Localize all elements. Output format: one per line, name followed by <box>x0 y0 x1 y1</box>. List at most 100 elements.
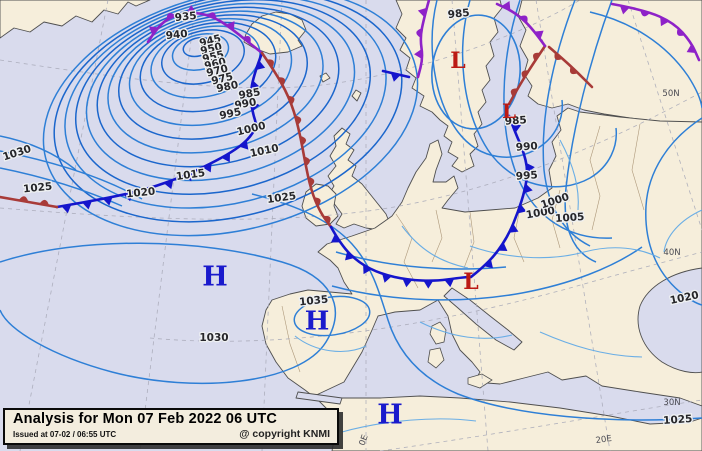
isobar-line <box>0 242 336 384</box>
isobar-line <box>335 251 507 270</box>
country-border <box>589 125 601 231</box>
occluded-front-pip <box>207 12 217 20</box>
occluded-front-pip <box>416 28 422 39</box>
cold-front-pip <box>255 60 266 70</box>
warm-front-pip <box>18 196 29 203</box>
warm-front-pip <box>266 59 274 68</box>
cold-front-pip <box>526 162 535 173</box>
occluded-front-pip <box>676 27 685 36</box>
isobar-line <box>542 0 591 247</box>
sea-gibraltar-strait <box>295 391 343 405</box>
cold-front-pip <box>382 273 392 283</box>
occluded-front-pip <box>242 35 251 44</box>
graticule-line <box>0 91 702 220</box>
land-greenland <box>0 0 151 39</box>
cold-front-pip <box>251 101 260 112</box>
isobar-label: 1030 <box>199 332 228 344</box>
pressure-center-low: L <box>450 48 465 74</box>
occluded-front-pip <box>519 15 528 24</box>
river-line <box>663 209 702 253</box>
cold-front-pip <box>239 140 249 150</box>
cold-front-pip <box>123 192 134 202</box>
country-border <box>551 189 561 249</box>
occluded-front-pip <box>619 5 630 15</box>
isobar-line <box>589 11 702 109</box>
country-border <box>513 207 525 263</box>
isobar-label: 1035 <box>299 294 329 309</box>
cold-front-pip <box>251 80 260 91</box>
cold-front-pip <box>483 259 493 269</box>
occluded-front-pip <box>149 26 159 36</box>
cold-front-pip <box>523 183 533 194</box>
isobar-ring <box>150 25 261 99</box>
occluded-front-pip <box>660 16 670 27</box>
sea-mediterranean <box>309 299 702 425</box>
isobar-line <box>0 135 77 171</box>
isobar-ring-985 <box>431 14 521 130</box>
warm-front-pip <box>277 77 286 86</box>
isobar-ring <box>171 33 230 71</box>
isobar-label: 985 <box>504 114 527 127</box>
country-border <box>631 123 645 211</box>
copyright-notice: @ copyright KNMI <box>239 428 330 440</box>
isobar-label: 1020 <box>126 186 156 201</box>
river-line <box>341 418 477 433</box>
isobar-ring <box>117 14 309 140</box>
warm-front-pip <box>521 70 529 79</box>
geo-label: 30N <box>663 398 680 408</box>
cold-front-pip <box>330 233 341 243</box>
isobar-label: 990 <box>234 96 258 112</box>
warm-front-pip <box>287 95 295 106</box>
cold-front-pip <box>390 72 401 82</box>
isobar-label: 1015 <box>175 167 206 183</box>
isobar-line <box>0 150 143 200</box>
geo-label: 20E <box>595 434 612 446</box>
isobar-label: 1005 <box>555 211 585 225</box>
analysis-title: Analysis for Mon 07 Feb 2022 06 UTC <box>13 411 278 427</box>
river-line <box>419 321 513 339</box>
isobar-label: 985 <box>238 86 262 102</box>
river-line <box>469 245 661 259</box>
graticule-line <box>451 0 489 451</box>
cold-front-pip <box>221 152 231 163</box>
pressure-center-low: L <box>502 99 516 123</box>
occluded-front-pip <box>640 10 650 17</box>
sea-black-sea <box>637 267 702 374</box>
country-border <box>463 211 475 269</box>
cold-front-pip <box>202 162 212 173</box>
country-border <box>431 209 443 263</box>
warm-front-pip <box>39 199 50 206</box>
river-line <box>559 139 579 211</box>
isobar-label: 1025 <box>663 413 693 427</box>
graticule-line <box>0 0 581 89</box>
country-border <box>395 213 419 289</box>
isobar-label: 985 <box>447 7 470 21</box>
occluded-front-pip <box>166 12 176 21</box>
warm-front-pip <box>300 135 307 146</box>
graticule-line <box>261 0 283 451</box>
isobar-label: 990 <box>515 140 538 153</box>
front-line-occluded-front-iceland <box>146 11 264 55</box>
river-line <box>539 331 643 358</box>
sea-adriatic <box>443 287 523 351</box>
pressure-center-high: H <box>305 306 330 336</box>
cold-front-pip <box>143 186 154 196</box>
cold-front-pip <box>508 223 519 233</box>
warm-front-pip <box>569 66 578 75</box>
country-border <box>281 305 301 373</box>
pressure-center-low: L <box>463 269 478 295</box>
cold-front-pip <box>402 278 413 288</box>
isobar-line <box>645 117 702 306</box>
geo-label: 0E <box>358 434 371 448</box>
isobar-ring <box>107 10 324 154</box>
cold-front-pip <box>363 264 372 275</box>
graticule-line <box>149 251 702 342</box>
cold-front-pip <box>253 121 264 132</box>
cold-front-pip <box>423 280 434 289</box>
occluded-front-pip <box>417 7 427 18</box>
isobar-line <box>564 0 613 263</box>
warm-front-pip <box>314 197 321 207</box>
isobar-line <box>461 0 618 188</box>
land-shetland <box>351 89 362 102</box>
